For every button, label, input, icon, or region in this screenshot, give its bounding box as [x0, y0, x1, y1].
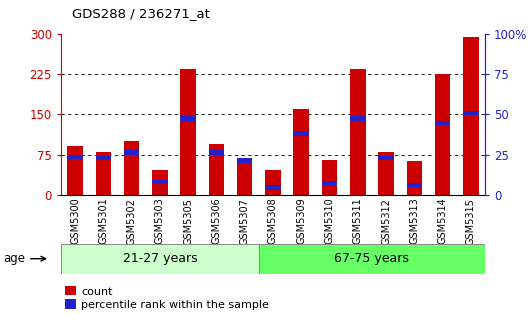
Bar	[435, 74, 450, 195]
Bar	[124, 141, 139, 195]
Bar	[152, 180, 167, 184]
Text: 67-75 years: 67-75 years	[334, 252, 409, 265]
Bar	[237, 158, 252, 163]
Text: age: age	[3, 252, 46, 265]
Text: 21-27 years: 21-27 years	[122, 252, 197, 265]
Bar	[209, 144, 224, 195]
Bar	[407, 161, 422, 195]
Bar	[61, 244, 259, 274]
Bar	[294, 109, 309, 195]
Bar	[322, 181, 337, 185]
Bar	[265, 185, 281, 190]
Bar	[67, 155, 83, 159]
Bar	[350, 116, 366, 121]
Bar	[259, 244, 485, 274]
Bar	[463, 111, 479, 115]
Bar	[180, 69, 196, 195]
Bar	[322, 160, 337, 195]
Bar	[95, 152, 111, 195]
Text: GDS288 / 236271_at: GDS288 / 236271_at	[72, 7, 209, 20]
Bar	[95, 156, 111, 160]
Bar	[265, 170, 281, 195]
Bar	[67, 146, 83, 195]
Bar	[378, 156, 394, 160]
Bar	[407, 182, 422, 187]
Bar	[209, 150, 224, 155]
Bar	[463, 37, 479, 195]
Bar	[237, 159, 252, 195]
Bar	[378, 152, 394, 195]
Bar	[350, 69, 366, 195]
Bar	[180, 116, 196, 121]
Bar	[435, 121, 450, 125]
Bar	[152, 170, 167, 195]
Bar	[294, 131, 309, 136]
Legend: count, percentile rank within the sample: count, percentile rank within the sample	[61, 283, 272, 313]
Bar	[124, 150, 139, 155]
